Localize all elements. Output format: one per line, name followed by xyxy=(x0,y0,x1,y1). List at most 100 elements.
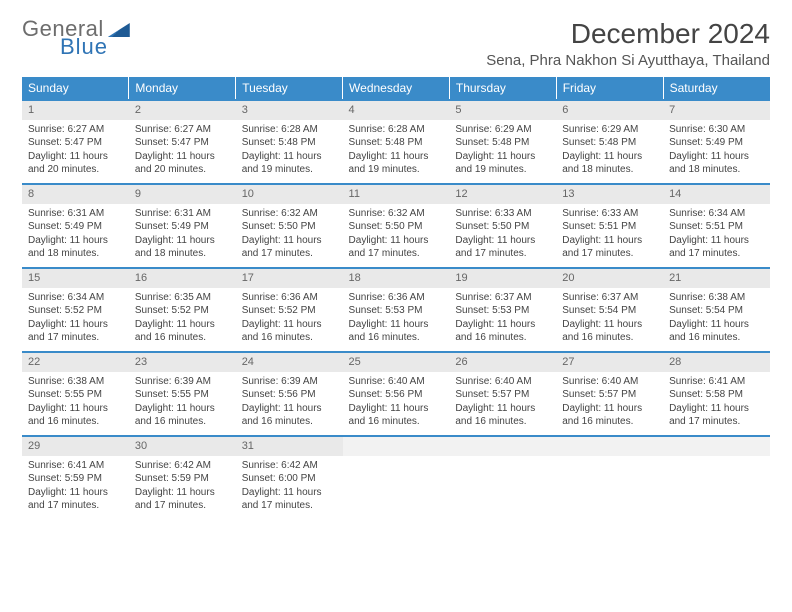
day-number: 3 xyxy=(236,101,343,120)
weekday-header: Monday xyxy=(129,77,236,100)
calendar-cell xyxy=(556,436,663,526)
calendar-cell: 22Sunrise: 6:38 AMSunset: 5:55 PMDayligh… xyxy=(22,352,129,436)
day-details: Sunrise: 6:30 AMSunset: 5:49 PMDaylight:… xyxy=(663,120,770,181)
calendar-head: SundayMondayTuesdayWednesdayThursdayFrid… xyxy=(22,77,770,100)
calendar-cell: 15Sunrise: 6:34 AMSunset: 5:52 PMDayligh… xyxy=(22,268,129,352)
logo: General Blue xyxy=(22,18,130,58)
day-details: Sunrise: 6:27 AMSunset: 5:47 PMDaylight:… xyxy=(22,120,129,181)
calendar-cell: 23Sunrise: 6:39 AMSunset: 5:55 PMDayligh… xyxy=(129,352,236,436)
day-details: Sunrise: 6:27 AMSunset: 5:47 PMDaylight:… xyxy=(129,120,236,181)
day-number: 9 xyxy=(129,185,236,204)
day-details: Sunrise: 6:33 AMSunset: 5:50 PMDaylight:… xyxy=(449,204,556,265)
day-details: Sunrise: 6:38 AMSunset: 5:54 PMDaylight:… xyxy=(663,288,770,349)
calendar-cell: 26Sunrise: 6:40 AMSunset: 5:57 PMDayligh… xyxy=(449,352,556,436)
day-number: 5 xyxy=(449,101,556,120)
weekday-header: Thursday xyxy=(449,77,556,100)
day-details: Sunrise: 6:33 AMSunset: 5:51 PMDaylight:… xyxy=(556,204,663,265)
calendar-cell: 6Sunrise: 6:29 AMSunset: 5:48 PMDaylight… xyxy=(556,100,663,184)
day-number: 14 xyxy=(663,185,770,204)
day-details: Sunrise: 6:40 AMSunset: 5:57 PMDaylight:… xyxy=(556,372,663,433)
calendar-cell: 24Sunrise: 6:39 AMSunset: 5:56 PMDayligh… xyxy=(236,352,343,436)
empty-day xyxy=(663,437,770,456)
empty-day xyxy=(343,437,450,456)
day-number: 6 xyxy=(556,101,663,120)
day-details: Sunrise: 6:29 AMSunset: 5:48 PMDaylight:… xyxy=(556,120,663,181)
calendar-cell: 25Sunrise: 6:40 AMSunset: 5:56 PMDayligh… xyxy=(343,352,450,436)
day-details: Sunrise: 6:34 AMSunset: 5:52 PMDaylight:… xyxy=(22,288,129,349)
title-block: December 2024 Sena, Phra Nakhon Si Ayutt… xyxy=(486,18,770,69)
calendar-cell: 16Sunrise: 6:35 AMSunset: 5:52 PMDayligh… xyxy=(129,268,236,352)
day-details: Sunrise: 6:28 AMSunset: 5:48 PMDaylight:… xyxy=(343,120,450,181)
month-title: December 2024 xyxy=(486,18,770,50)
day-number: 26 xyxy=(449,353,556,372)
day-number: 22 xyxy=(22,353,129,372)
day-number: 18 xyxy=(343,269,450,288)
day-details: Sunrise: 6:28 AMSunset: 5:48 PMDaylight:… xyxy=(236,120,343,181)
day-number: 17 xyxy=(236,269,343,288)
empty-day xyxy=(556,437,663,456)
calendar-cell: 5Sunrise: 6:29 AMSunset: 5:48 PMDaylight… xyxy=(449,100,556,184)
day-number: 7 xyxy=(663,101,770,120)
day-details: Sunrise: 6:29 AMSunset: 5:48 PMDaylight:… xyxy=(449,120,556,181)
day-details: Sunrise: 6:35 AMSunset: 5:52 PMDaylight:… xyxy=(129,288,236,349)
day-details: Sunrise: 6:41 AMSunset: 5:59 PMDaylight:… xyxy=(22,456,129,517)
calendar-cell: 11Sunrise: 6:32 AMSunset: 5:50 PMDayligh… xyxy=(343,184,450,268)
calendar-table: SundayMondayTuesdayWednesdayThursdayFrid… xyxy=(22,77,770,526)
calendar-cell: 7Sunrise: 6:30 AMSunset: 5:49 PMDaylight… xyxy=(663,100,770,184)
calendar-cell xyxy=(449,436,556,526)
day-details: Sunrise: 6:36 AMSunset: 5:53 PMDaylight:… xyxy=(343,288,450,349)
day-number: 27 xyxy=(556,353,663,372)
day-details: Sunrise: 6:40 AMSunset: 5:56 PMDaylight:… xyxy=(343,372,450,433)
calendar-cell: 30Sunrise: 6:42 AMSunset: 5:59 PMDayligh… xyxy=(129,436,236,526)
calendar-cell xyxy=(663,436,770,526)
calendar-cell: 20Sunrise: 6:37 AMSunset: 5:54 PMDayligh… xyxy=(556,268,663,352)
logo-text-blue: Blue xyxy=(60,36,130,58)
calendar-cell: 28Sunrise: 6:41 AMSunset: 5:58 PMDayligh… xyxy=(663,352,770,436)
day-details: Sunrise: 6:42 AMSunset: 5:59 PMDaylight:… xyxy=(129,456,236,517)
day-number: 8 xyxy=(22,185,129,204)
day-number: 12 xyxy=(449,185,556,204)
calendar-body: 1Sunrise: 6:27 AMSunset: 5:47 PMDaylight… xyxy=(22,100,770,526)
logo-triangle-icon xyxy=(108,23,130,37)
day-details: Sunrise: 6:37 AMSunset: 5:54 PMDaylight:… xyxy=(556,288,663,349)
calendar-cell: 13Sunrise: 6:33 AMSunset: 5:51 PMDayligh… xyxy=(556,184,663,268)
calendar-cell: 17Sunrise: 6:36 AMSunset: 5:52 PMDayligh… xyxy=(236,268,343,352)
day-details: Sunrise: 6:42 AMSunset: 6:00 PMDaylight:… xyxy=(236,456,343,517)
calendar-cell: 18Sunrise: 6:36 AMSunset: 5:53 PMDayligh… xyxy=(343,268,450,352)
day-number: 4 xyxy=(343,101,450,120)
day-details: Sunrise: 6:37 AMSunset: 5:53 PMDaylight:… xyxy=(449,288,556,349)
weekday-header: Saturday xyxy=(663,77,770,100)
day-number: 30 xyxy=(129,437,236,456)
day-number: 2 xyxy=(129,101,236,120)
weekday-header: Tuesday xyxy=(236,77,343,100)
day-number: 23 xyxy=(129,353,236,372)
day-details: Sunrise: 6:32 AMSunset: 5:50 PMDaylight:… xyxy=(236,204,343,265)
location-text: Sena, Phra Nakhon Si Ayutthaya, Thailand xyxy=(486,52,770,69)
day-number: 13 xyxy=(556,185,663,204)
day-details: Sunrise: 6:38 AMSunset: 5:55 PMDaylight:… xyxy=(22,372,129,433)
day-number: 25 xyxy=(343,353,450,372)
day-number: 19 xyxy=(449,269,556,288)
calendar-cell: 9Sunrise: 6:31 AMSunset: 5:49 PMDaylight… xyxy=(129,184,236,268)
day-details: Sunrise: 6:32 AMSunset: 5:50 PMDaylight:… xyxy=(343,204,450,265)
empty-day xyxy=(449,437,556,456)
day-details: Sunrise: 6:39 AMSunset: 5:55 PMDaylight:… xyxy=(129,372,236,433)
day-number: 21 xyxy=(663,269,770,288)
day-details: Sunrise: 6:31 AMSunset: 5:49 PMDaylight:… xyxy=(129,204,236,265)
day-details: Sunrise: 6:41 AMSunset: 5:58 PMDaylight:… xyxy=(663,372,770,433)
day-details: Sunrise: 6:39 AMSunset: 5:56 PMDaylight:… xyxy=(236,372,343,433)
day-details: Sunrise: 6:34 AMSunset: 5:51 PMDaylight:… xyxy=(663,204,770,265)
day-number: 20 xyxy=(556,269,663,288)
calendar-cell: 8Sunrise: 6:31 AMSunset: 5:49 PMDaylight… xyxy=(22,184,129,268)
calendar-cell xyxy=(343,436,450,526)
day-number: 10 xyxy=(236,185,343,204)
day-number: 31 xyxy=(236,437,343,456)
day-details: Sunrise: 6:36 AMSunset: 5:52 PMDaylight:… xyxy=(236,288,343,349)
calendar-cell: 3Sunrise: 6:28 AMSunset: 5:48 PMDaylight… xyxy=(236,100,343,184)
calendar-cell: 21Sunrise: 6:38 AMSunset: 5:54 PMDayligh… xyxy=(663,268,770,352)
calendar-cell: 27Sunrise: 6:40 AMSunset: 5:57 PMDayligh… xyxy=(556,352,663,436)
weekday-header: Wednesday xyxy=(343,77,450,100)
calendar-cell: 31Sunrise: 6:42 AMSunset: 6:00 PMDayligh… xyxy=(236,436,343,526)
day-number: 24 xyxy=(236,353,343,372)
day-details: Sunrise: 6:40 AMSunset: 5:57 PMDaylight:… xyxy=(449,372,556,433)
